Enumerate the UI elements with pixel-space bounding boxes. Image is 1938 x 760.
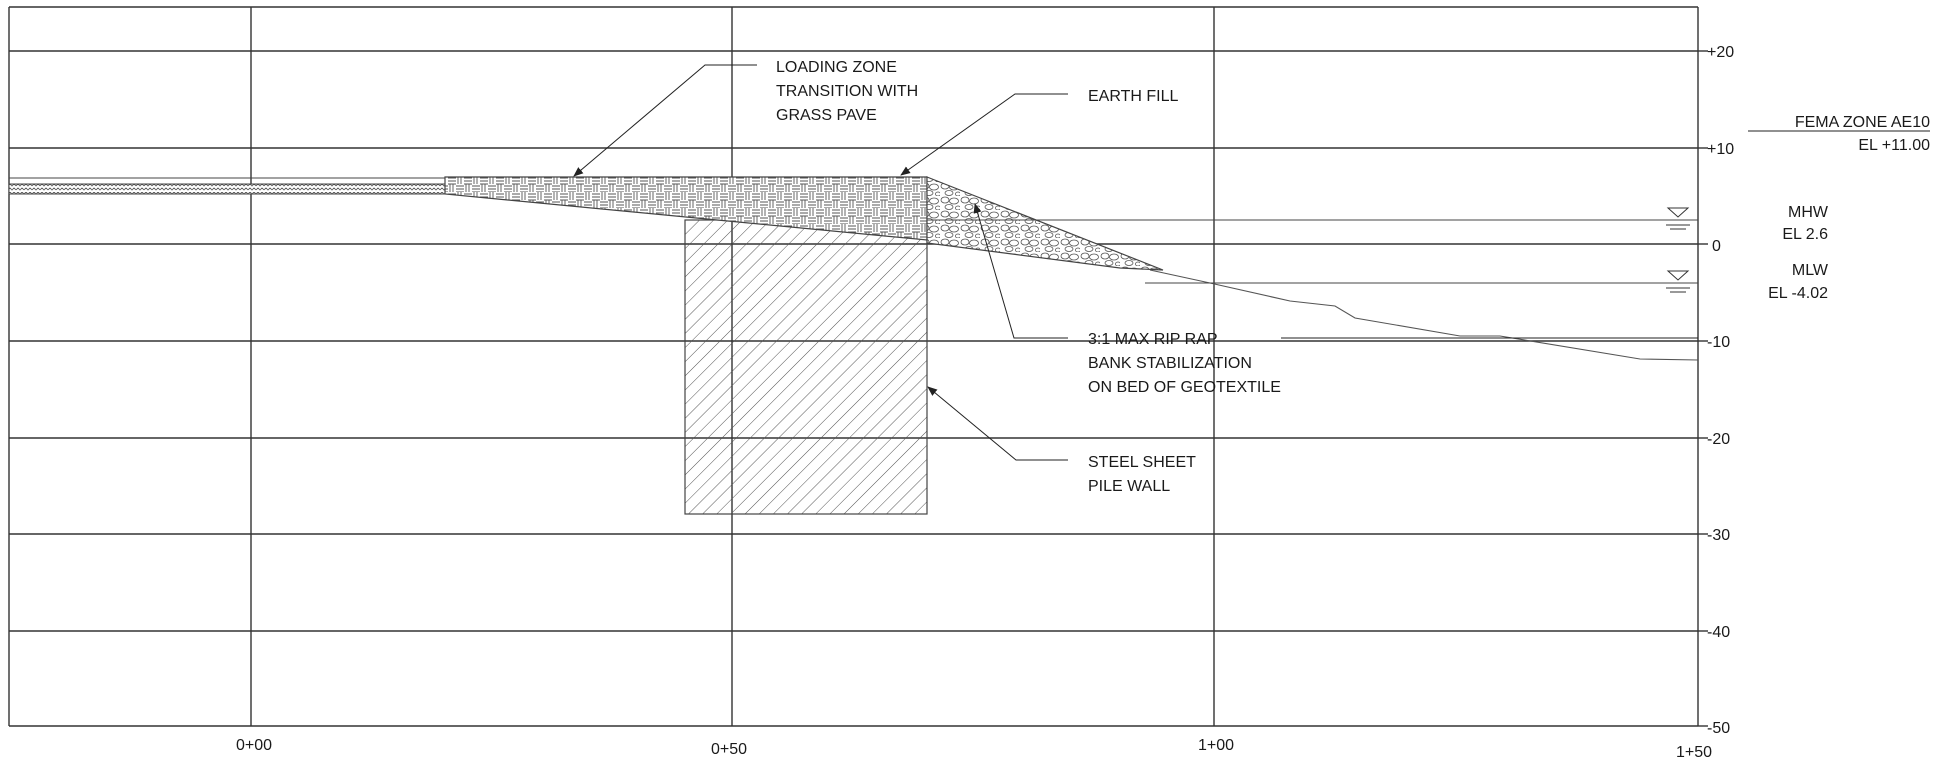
existing-grade-line (1149, 269, 1699, 361)
mhw-water-symbol (1666, 207, 1690, 230)
rip-rap-leader (973, 203, 1068, 339)
rip-rap-fill (926, 176, 1164, 271)
y-label-minus50: -50 (1707, 720, 1730, 737)
y-label-plus20: +20 (1707, 44, 1734, 61)
loading-zone-line-2: TRANSITION WITH (776, 83, 918, 100)
earth-fill-leader (900, 93, 1068, 176)
sheet-pile-line-1: STEEL SHEET (1088, 454, 1196, 471)
loading-zone-leader (573, 64, 757, 177)
rip-rap-line-1: 3:1 MAX RIP RAP (1088, 331, 1218, 348)
rip-rap-line-2: BANK STABILIZATION (1088, 355, 1252, 372)
y-label-minus30: -30 (1707, 527, 1730, 544)
fema-zone-label: FEMA ZONE AE10 (1795, 114, 1930, 131)
callout-sheet-pile: STEEL SHEET PILE WALL (1088, 454, 1196, 495)
y-label-0: 0 (1712, 238, 1721, 255)
steel-sheet-pile-wall (684, 219, 928, 515)
x-label-0plus50: 0+50 (711, 741, 747, 758)
y-label-minus40: -40 (1707, 624, 1730, 641)
elevation-notes: FEMA ZONE AE10 EL +11.00 MHW EL 2.6 MLW … (1768, 114, 1930, 302)
y-label-minus10: -10 (1707, 334, 1730, 351)
x-label-0plus00: 0+00 (236, 737, 272, 754)
rip-rap-line-3: ON BED OF GEOTEXTILE (1088, 379, 1281, 396)
y-axis-labels: +20 +10 0 -10 -20 -30 -40 -50 (1707, 44, 1734, 737)
y-label-plus10: +10 (1707, 141, 1734, 158)
callout-rip-rap: 3:1 MAX RIP RAP BANK STABILIZATION ON BE… (1088, 331, 1281, 396)
loading-zone-line-3: GRASS PAVE (776, 107, 877, 124)
frame (8, 6, 1699, 726)
mhw-label: MHW (1788, 204, 1829, 221)
sheet-pile-line-2: PILE WALL (1088, 478, 1170, 495)
mhw-elevation: EL 2.6 (1782, 226, 1828, 243)
loading-zone-line-1: LOADING ZONE (776, 59, 897, 76)
mlw-elevation: EL -4.02 (1768, 285, 1828, 302)
mlw-label: MLW (1792, 262, 1829, 279)
callout-earth-fill: EARTH FILL (1088, 88, 1179, 105)
mlw-water-symbol (1666, 270, 1690, 293)
fema-elevation: EL +11.00 (1858, 137, 1930, 154)
y-label-minus20: -20 (1707, 431, 1730, 448)
x-axis-labels: 0+00 0+50 1+00 1+50 (236, 737, 1712, 760)
sheet-pile-leader (927, 386, 1068, 461)
x-label-1plus50: 1+50 (1676, 744, 1712, 760)
existing-surface-strip (8, 183, 446, 195)
callout-loading-zone: LOADING ZONE TRANSITION WITH GRASS PAVE (776, 59, 918, 124)
leader-lines (573, 64, 1930, 461)
x-label-1plus00: 1+00 (1198, 737, 1234, 754)
y-axis-ticks (1698, 50, 1708, 727)
